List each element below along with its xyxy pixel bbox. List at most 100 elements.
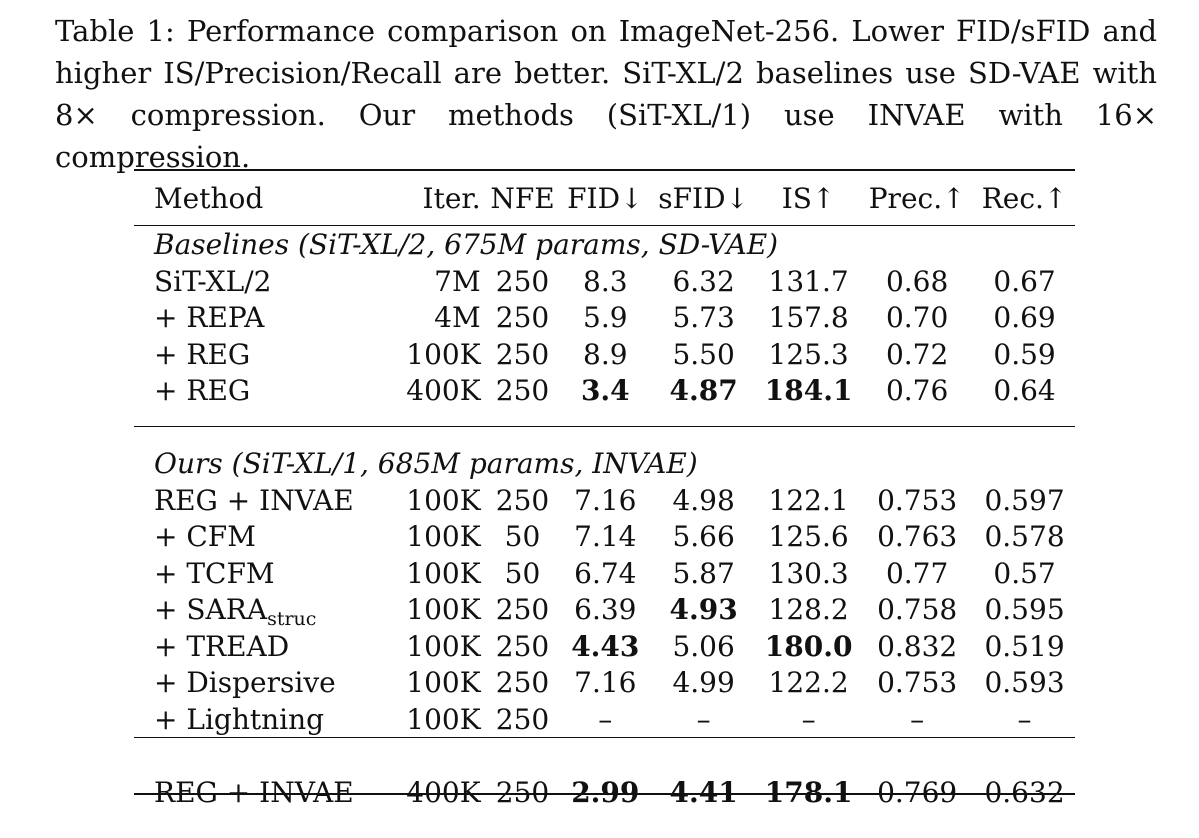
cell-sfid: 4.41 <box>669 775 738 809</box>
cell-rec: 0.57 <box>993 556 1056 590</box>
cell-prec: 0.72 <box>885 337 949 371</box>
cell-fid: 8.9 <box>583 337 628 371</box>
top-rule <box>134 169 1075 171</box>
header-fid: FID↓ <box>567 181 644 215</box>
cell-method: REG + INVAE <box>154 483 354 517</box>
table-row: + REG 400K 250 3.4 4.87 184.1 0.76 0.64 <box>134 373 1075 410</box>
cell-rec: 0.578 <box>984 520 1065 554</box>
cell-iter: 100K <box>406 483 481 517</box>
cell-rec: 0.59 <box>993 337 1056 371</box>
cell-rec: 0.67 <box>993 264 1056 298</box>
cell-prec: 0.68 <box>885 264 949 298</box>
cell-fid: 5.9 <box>583 301 628 335</box>
cell-is: 122.1 <box>768 483 849 517</box>
cell-sfid: 5.66 <box>672 520 735 554</box>
cell-is: 125.3 <box>768 337 849 371</box>
cell-is: 157.8 <box>768 301 849 335</box>
header-rule <box>134 225 1075 227</box>
cell-fid: 7.16 <box>574 483 637 517</box>
final-rule <box>134 737 1075 739</box>
header-method: Method <box>154 181 264 215</box>
cell-is: 128.2 <box>768 593 849 627</box>
cell-sfid: 6.32 <box>672 264 735 298</box>
cell-nfe: 250 <box>495 483 550 517</box>
cell-fid: 3.4 <box>580 374 630 408</box>
cell-prec: 0.77 <box>885 556 949 590</box>
header-row: Method Iter. NFE FID↓ sFID↓ IS↑ Prec.↑ R… <box>134 180 1075 217</box>
cell-prec: 0.76 <box>885 374 949 408</box>
cell-method: + REPA <box>154 301 265 335</box>
cell-is: – <box>801 702 816 736</box>
cell-rec: 0.632 <box>984 775 1065 809</box>
cell-nfe: 250 <box>495 374 550 408</box>
section-title-baselines: Baselines (SiT-XL/2, 675M params, SD-VAE… <box>154 228 779 262</box>
cell-prec: 0.70 <box>885 301 949 335</box>
table-caption: Table 1: Performance comparison on Image… <box>55 10 1157 178</box>
header-nfe: NFE <box>490 181 555 215</box>
table-row: + REG 100K 250 8.9 5.50 125.3 0.72 0.59 <box>134 336 1075 373</box>
section-title-ours: Ours (SiT-XL/1, 685M params, INVAE) <box>154 447 698 481</box>
cell-fid: 7.14 <box>574 520 637 554</box>
table-row: + REPA 4M 250 5.9 5.73 157.8 0.70 0.69 <box>134 300 1075 337</box>
cell-iter: 100K <box>406 666 481 700</box>
cell-rec: 0.597 <box>984 483 1065 517</box>
method-subscript: struc <box>267 608 317 631</box>
header-is: IS↑ <box>781 181 836 215</box>
header-prec: Prec.↑ <box>868 181 966 215</box>
cell-sfid: 5.06 <box>672 629 735 663</box>
cell-is: 125.6 <box>768 520 849 554</box>
table-row: REG + INVAE 100K 250 7.16 4.98 122.1 0.7… <box>134 482 1075 519</box>
cell-fid: 8.3 <box>583 264 628 298</box>
table-row: + CFM 100K 50 7.14 5.66 125.6 0.763 0.57… <box>134 519 1075 556</box>
table-row-final: REG + INVAE 400K 250 2.99 4.41 178.1 0.7… <box>134 774 1075 811</box>
cell-iter: 400K <box>406 374 481 408</box>
method-name: + SARA <box>154 593 268 627</box>
cell-is: 122.2 <box>768 666 849 700</box>
table-row: + SARAstruc 100K 250 6.39 4.93 128.2 0.7… <box>134 592 1075 631</box>
cell-method: + TREAD <box>154 629 290 663</box>
cell-sfid: – <box>696 702 711 736</box>
cell-prec: – <box>910 702 925 736</box>
cell-fid: 7.16 <box>574 666 637 700</box>
cell-method: + REG <box>154 337 251 371</box>
cell-sfid: 5.73 <box>672 301 735 335</box>
header-sfid: sFID↓ <box>658 181 750 215</box>
cell-nfe: 50 <box>504 556 541 590</box>
cell-nfe: 250 <box>495 702 550 736</box>
cell-nfe: 250 <box>495 264 550 298</box>
cell-fid: – <box>598 702 613 736</box>
cell-prec: 0.769 <box>877 775 958 809</box>
cell-iter: 100K <box>406 337 481 371</box>
cell-fid: 6.74 <box>574 556 637 590</box>
table-row: + TCFM 100K 50 6.74 5.87 130.3 0.77 0.57 <box>134 555 1075 592</box>
cell-iter: 7M <box>434 264 481 298</box>
cell-sfid: 4.87 <box>669 374 738 408</box>
cell-fid: 6.39 <box>574 593 637 627</box>
cell-iter: 100K <box>406 702 481 736</box>
results-table: Method Iter. NFE FID↓ sFID↓ IS↑ Prec.↑ R… <box>134 180 1075 811</box>
cell-method: + REG <box>154 374 251 408</box>
cell-sfid: 5.87 <box>672 556 735 590</box>
cell-iter: 100K <box>406 520 481 554</box>
cell-nfe: 250 <box>495 629 550 663</box>
cell-method: SiT-XL/2 <box>154 264 272 298</box>
cell-prec: 0.763 <box>877 520 958 554</box>
cell-prec: 0.832 <box>877 629 958 663</box>
cell-rec: 0.519 <box>984 629 1065 663</box>
cell-is: 178.1 <box>764 775 853 809</box>
bottom-rule <box>134 793 1075 795</box>
caption-text: Performance comparison on ImageNet-256. … <box>55 14 1158 174</box>
cell-rec: 0.595 <box>984 593 1065 627</box>
section-rule <box>134 426 1075 428</box>
cell-is: 180.0 <box>764 629 853 663</box>
cell-rec: 0.593 <box>984 666 1065 700</box>
cell-rec: 0.69 <box>993 301 1056 335</box>
cell-iter: 100K <box>406 593 481 627</box>
header-rec: Rec.↑ <box>981 181 1068 215</box>
cell-iter: 100K <box>406 629 481 663</box>
cell-iter: 4M <box>434 301 481 335</box>
cell-is: 130.3 <box>768 556 849 590</box>
cell-prec: 0.758 <box>877 593 958 627</box>
cell-method: REG + INVAE <box>154 775 354 809</box>
cell-fid: 2.99 <box>571 775 640 809</box>
